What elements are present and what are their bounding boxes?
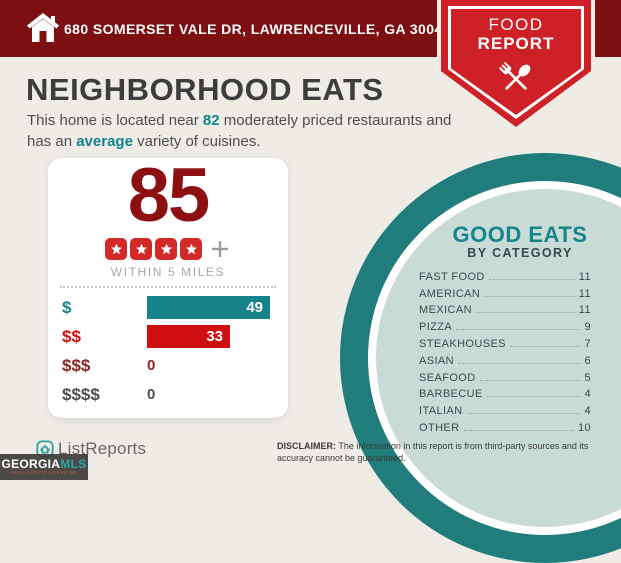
category-label: FAST FOOD bbox=[419, 270, 485, 283]
star-icon bbox=[160, 243, 172, 254]
category-count: 11 bbox=[578, 270, 591, 283]
property-address: 680 SOMERSET VALE DR, LAWRENCEVILLE, GA … bbox=[64, 20, 451, 37]
category-list: FAST FOOD 11 AMERICAN 11 MEXICAN 11 PIZZ… bbox=[419, 268, 591, 436]
georgia-mls-wordmark: GEORGIAMLS bbox=[1, 457, 87, 471]
badge-title-line2: REPORT bbox=[477, 34, 555, 53]
badge-right-gap bbox=[591, 0, 595, 58]
price-bar: 33 bbox=[147, 325, 230, 348]
category-row: ITALIAN 4 bbox=[419, 402, 591, 419]
price-bar: 0 bbox=[147, 383, 155, 406]
star-icon bbox=[135, 243, 147, 254]
badge-left-gap bbox=[437, 0, 441, 58]
category-row: OTHER 10 bbox=[419, 419, 591, 436]
price-level-label: $$$$ bbox=[62, 385, 100, 404]
restaurant-score: 85 bbox=[127, 153, 211, 238]
category-count: 10 bbox=[577, 421, 591, 434]
score-card: 85 WITHIN 5 MILES $ 49 $$ 33 $$$ 0 $$$$ … bbox=[48, 153, 288, 418]
star-badge bbox=[105, 238, 127, 260]
intro-line-2: has an average variety of cuisines. bbox=[27, 133, 261, 150]
category-row: PIZZA 9 bbox=[419, 318, 591, 335]
category-label: ASIAN bbox=[419, 354, 455, 367]
price-row: $$$ 0 bbox=[48, 353, 288, 382]
category-label: AMERICAN bbox=[419, 287, 481, 300]
price-bar: 0 bbox=[147, 354, 155, 377]
category-label: OTHER bbox=[419, 421, 460, 434]
price-bar: 49 bbox=[147, 296, 270, 319]
category-count: 9 bbox=[584, 321, 591, 334]
good-eats-subtitle: BY CATEGORY bbox=[467, 246, 573, 260]
dotted-leader bbox=[466, 413, 581, 415]
category-row: BARBECUE 4 bbox=[419, 386, 591, 403]
price-level-label: $ bbox=[62, 298, 72, 317]
georgia-mls-logo: GEORGIAMLS REAL ESTATE SERVICES bbox=[0, 454, 88, 480]
intro-text: This home is located near 82 moderately … bbox=[27, 110, 457, 152]
star-icon bbox=[185, 243, 197, 254]
restaurant-count: 82 bbox=[202, 112, 220, 129]
category-label: STEAKHOUSES bbox=[419, 337, 506, 350]
category-count: 11 bbox=[578, 287, 591, 300]
house-icon bbox=[27, 13, 59, 42]
star-badge bbox=[130, 238, 152, 260]
price-count: 33 bbox=[206, 328, 223, 345]
price-count: 0 bbox=[147, 386, 156, 403]
dotted-leader bbox=[475, 312, 575, 314]
radius-note: WITHIN 5 MILES bbox=[110, 265, 226, 279]
plus-icon bbox=[209, 238, 231, 260]
price-level-label: $$$ bbox=[62, 356, 91, 375]
dotted-leader bbox=[486, 396, 581, 398]
star-badge bbox=[155, 238, 177, 260]
category-count: 4 bbox=[584, 388, 591, 401]
dotted-leader bbox=[458, 362, 581, 364]
price-row: $$ 33 bbox=[48, 324, 288, 353]
category-count: 11 bbox=[578, 304, 591, 317]
price-count: 0 bbox=[147, 357, 156, 374]
price-level-label: $$ bbox=[62, 327, 81, 346]
page-title: NEIGHBORHOOD EATS bbox=[26, 72, 384, 107]
category-count: 7 bbox=[584, 337, 591, 350]
crossed-utensils-icon bbox=[499, 62, 531, 90]
category-label: BARBECUE bbox=[419, 388, 483, 401]
star-icon bbox=[110, 243, 122, 254]
listreports-wordmark: ListReports bbox=[58, 439, 147, 458]
dotted-leader bbox=[456, 329, 581, 331]
dotted-leader bbox=[509, 345, 581, 347]
card-divider bbox=[60, 286, 276, 288]
listreports-logo: ListReports bbox=[36, 439, 146, 459]
star-badge bbox=[180, 238, 202, 260]
dotted-leader bbox=[488, 278, 575, 280]
category-row: MEXICAN 11 bbox=[419, 302, 591, 319]
disclaimer-text: DISCLAIMER: The information in this repo… bbox=[277, 441, 589, 463]
price-count: 49 bbox=[246, 299, 263, 316]
category-label: SEAFOOD bbox=[419, 371, 476, 384]
category-row: STEAKHOUSES 7 bbox=[419, 335, 591, 352]
category-label: MEXICAN bbox=[419, 304, 472, 317]
category-label: ITALIAN bbox=[419, 405, 463, 418]
category-row: SEAFOOD 5 bbox=[419, 369, 591, 386]
food-report-badge: FOOD REPORT bbox=[441, 0, 591, 127]
price-row: $ 49 bbox=[48, 295, 288, 324]
category-label: PIZZA bbox=[419, 321, 453, 334]
star-rating bbox=[48, 238, 288, 260]
dotted-leader bbox=[479, 379, 581, 381]
badge-title-line1: FOOD bbox=[488, 15, 544, 34]
price-row: $$$$ 0 bbox=[48, 382, 288, 411]
category-count: 5 bbox=[584, 371, 591, 384]
dotted-leader bbox=[484, 295, 575, 297]
georgia-mls-tagline: REAL ESTATE SERVICES bbox=[11, 470, 77, 475]
category-row: FAST FOOD 11 bbox=[419, 268, 591, 285]
category-row: ASIAN 6 bbox=[419, 352, 591, 369]
good-eats-title: GOOD EATS bbox=[452, 222, 588, 247]
intro-line-1: This home is located near 82 moderately … bbox=[27, 112, 452, 129]
category-count: 4 bbox=[584, 405, 591, 418]
category-row: AMERICAN 11 bbox=[419, 285, 591, 302]
price-bar-chart: $ 49 $$ 33 $$$ 0 $$$$ 0 bbox=[48, 295, 288, 411]
category-count: 6 bbox=[584, 354, 591, 367]
variety-rating: average bbox=[76, 133, 133, 150]
dotted-leader bbox=[463, 429, 574, 431]
